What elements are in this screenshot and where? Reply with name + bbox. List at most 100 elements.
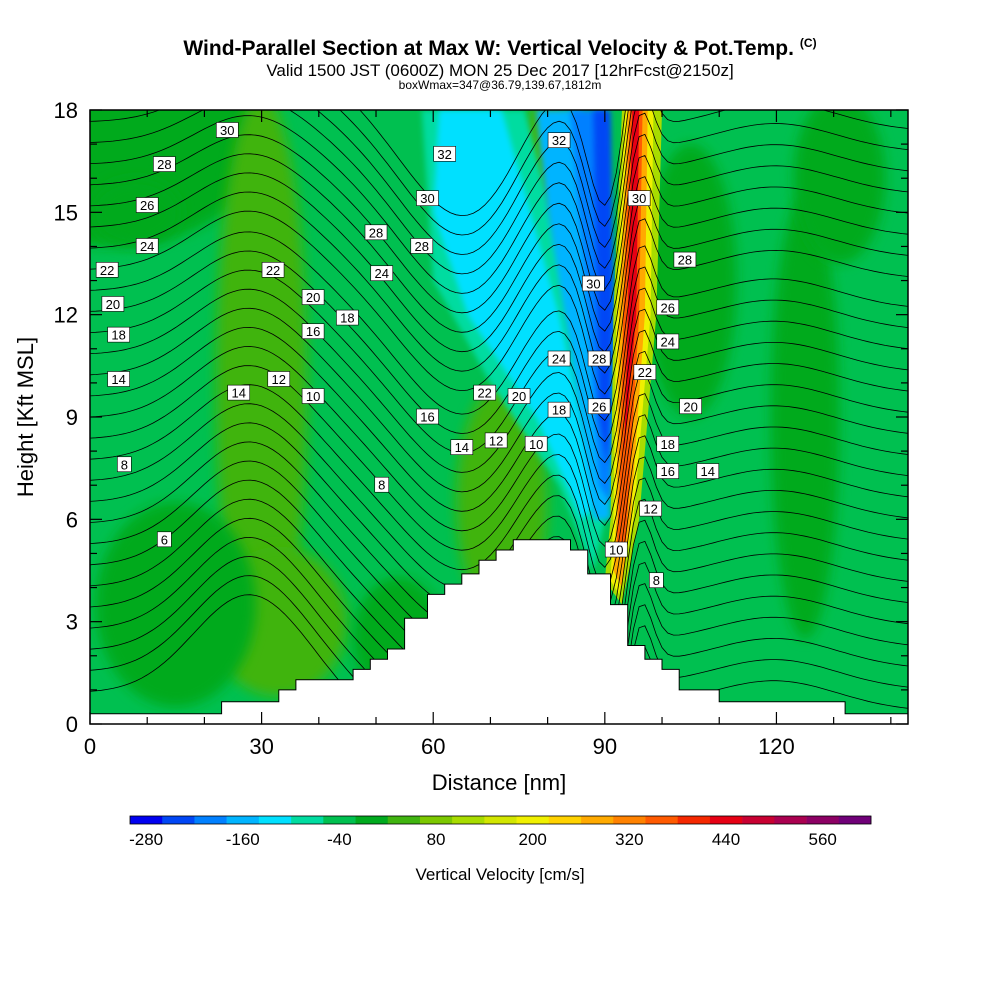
- theta-label-box: [679, 398, 702, 415]
- theta-label: 20: [301, 289, 325, 305]
- theta-label-box: [261, 262, 285, 278]
- theta-label: 14: [107, 371, 130, 387]
- theta-contour: [90, 110, 908, 275]
- theta-label: 16: [656, 463, 680, 479]
- theta-contour: [90, 112, 908, 294]
- theta-label-box: [227, 384, 251, 401]
- theta-label: 10: [524, 435, 548, 452]
- theta-label-box: [582, 275, 605, 292]
- theta-label-text: 28: [415, 239, 429, 254]
- theta-label-box: [604, 541, 628, 558]
- theta-label-text: 8: [121, 457, 128, 472]
- theta-label: 8: [649, 572, 664, 588]
- theta-label-text: 8: [378, 478, 385, 493]
- y-tick-label: 3: [66, 610, 78, 635]
- colorbar-swatch: [452, 816, 485, 824]
- theta-contour: [90, 346, 908, 547]
- theta-label: 28: [587, 350, 611, 367]
- theta-label-box: [587, 350, 611, 367]
- theta-label: 20: [507, 388, 531, 404]
- colorbar-swatch: [355, 816, 389, 824]
- field-region: [90, 178, 182, 247]
- theta-label: 24: [370, 265, 394, 281]
- theta-label-box: [507, 388, 531, 404]
- theta-contour: [90, 269, 908, 464]
- colorbar-swatch: [226, 816, 260, 824]
- theta-label-text: 20: [106, 297, 120, 312]
- theta-label: 12: [267, 371, 291, 387]
- theta-contour: [90, 153, 908, 333]
- theta-label-text: 22: [477, 386, 491, 401]
- theta-label: 30: [215, 122, 239, 138]
- colorbar-tick-label: 440: [712, 830, 740, 849]
- theta-label-text: 24: [140, 239, 154, 254]
- x-tick-label: 90: [593, 734, 617, 759]
- theta-label: 22: [95, 262, 119, 278]
- x-tick-label: 120: [758, 734, 795, 759]
- colorbar-swatch: [742, 816, 775, 824]
- colorbar-tick-label: -40: [327, 830, 352, 849]
- theta-label-text: 6: [161, 532, 168, 547]
- colorbar-swatch: [258, 816, 292, 824]
- theta-label-box: [267, 371, 291, 387]
- theta-label: 12: [484, 432, 508, 449]
- y-tick-label: 18: [54, 98, 78, 123]
- colorbar-swatch: [323, 816, 356, 824]
- colorbar-tick-label: 200: [519, 830, 547, 849]
- theta-contour: [359, 110, 626, 217]
- theta-label-box: [673, 251, 697, 268]
- theta-label-text: 18: [552, 403, 566, 418]
- theta-label-box: [524, 435, 548, 452]
- theta-contour: [90, 110, 908, 255]
- theta-label-text: 18: [340, 311, 354, 326]
- theta-label-text: 18: [111, 328, 125, 343]
- theta-label-text: 10: [306, 389, 320, 404]
- theta-contour: [90, 191, 908, 374]
- theta-label-box: [473, 384, 496, 401]
- theta-label-text: 20: [683, 399, 697, 414]
- theta-label-text: 12: [643, 502, 657, 517]
- colorbar-swatch: [806, 816, 840, 824]
- terrain-profile: [89, 539, 909, 725]
- theta-label-box: [301, 388, 325, 404]
- theta-label-box: [484, 432, 508, 449]
- theta-label-box: [157, 531, 172, 548]
- theta-label-text: 30: [420, 191, 434, 206]
- theta-contour: [90, 250, 908, 443]
- contour-labels: 30 28 26 24 22 20 18 14 8 6 22 20 16 18 12 14 10 8 32 30 28 2…: [95, 122, 720, 588]
- theta-label-box: [656, 463, 680, 479]
- colorbar-swatch: [419, 816, 453, 824]
- theta-label-box: [101, 296, 125, 312]
- theta-label-text: 32: [552, 133, 566, 148]
- theta-label-box: [656, 435, 680, 452]
- theta-label-text: 12: [489, 433, 503, 448]
- theta-label-box: [301, 323, 325, 340]
- colorbar-swatch: [484, 816, 517, 824]
- theta-label-text: 28: [157, 157, 171, 172]
- theta-label-box: [107, 326, 130, 343]
- y-tick-label: 6: [66, 507, 78, 532]
- colorbar-swatch: [516, 816, 550, 824]
- theta-label: 10: [604, 541, 628, 558]
- theta-contour: [90, 365, 908, 568]
- theta-label-box: [364, 224, 388, 241]
- colorbar-tick-label: 80: [427, 830, 446, 849]
- theta-label-text: 16: [661, 464, 675, 479]
- theta-label-box: [547, 132, 571, 148]
- colorbar-swatch: [130, 816, 163, 824]
- theta-label: 28: [410, 238, 434, 254]
- theta-label-text: 10: [609, 543, 623, 558]
- chart-title: Wind-Parallel Section at Max W: Vertical…: [0, 36, 1000, 61]
- theta-label-box: [135, 197, 159, 213]
- theta-label-box: [547, 401, 571, 418]
- y-tick-label: 12: [54, 303, 78, 328]
- theta-label: 14: [450, 439, 474, 455]
- theta-label: 8: [374, 476, 390, 493]
- x-tick-label: 30: [249, 734, 273, 759]
- theta-label-box: [416, 190, 439, 206]
- theta-label-text: 16: [420, 410, 434, 425]
- colorbar-swatch: [194, 816, 227, 824]
- theta-label: 18: [547, 401, 571, 418]
- theta-label: 28: [153, 156, 176, 172]
- x-tick-label: 0: [84, 734, 96, 759]
